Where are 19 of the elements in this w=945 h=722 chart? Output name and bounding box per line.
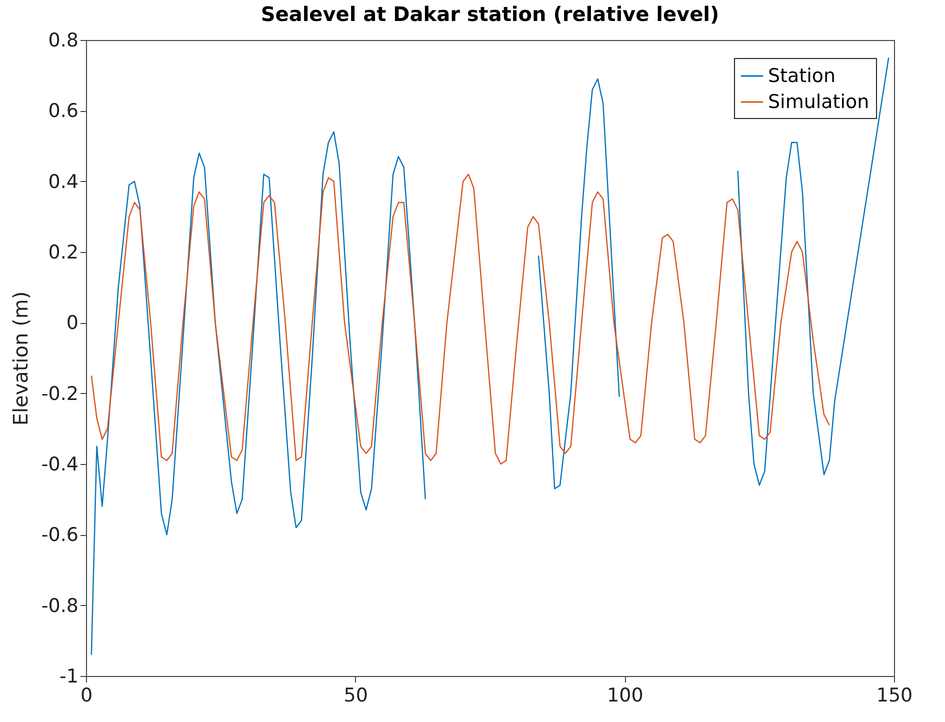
y-axis-title: Elevation (m): [8, 291, 32, 426]
x-tick-label: 100: [607, 684, 644, 706]
y-tick-label: 0.6: [48, 100, 78, 122]
y-tick-label: -0.8: [41, 594, 78, 617]
y-tick-label: 0: [66, 312, 78, 334]
y-tick-label: -0.6: [41, 524, 78, 546]
x-tick-label: 50: [344, 684, 368, 706]
y-tick-label: -0.4: [41, 454, 78, 476]
y-tick-label: 0.8: [48, 30, 78, 52]
y-tick-label: 0.2: [48, 242, 78, 264]
y-tick-label: 0.4: [48, 170, 78, 193]
x-tick-label: 150: [876, 684, 913, 706]
y-tick-label: -0.2: [41, 382, 78, 405]
legend-label: Simulation: [768, 91, 870, 113]
legend-label: Station: [768, 65, 836, 87]
x-tick-label: 0: [80, 684, 93, 706]
chart-title: Sealevel at Dakar station (relative level): [260, 2, 720, 26]
y-tick-label: -1: [60, 666, 78, 688]
line-series: [90, 174, 830, 465]
